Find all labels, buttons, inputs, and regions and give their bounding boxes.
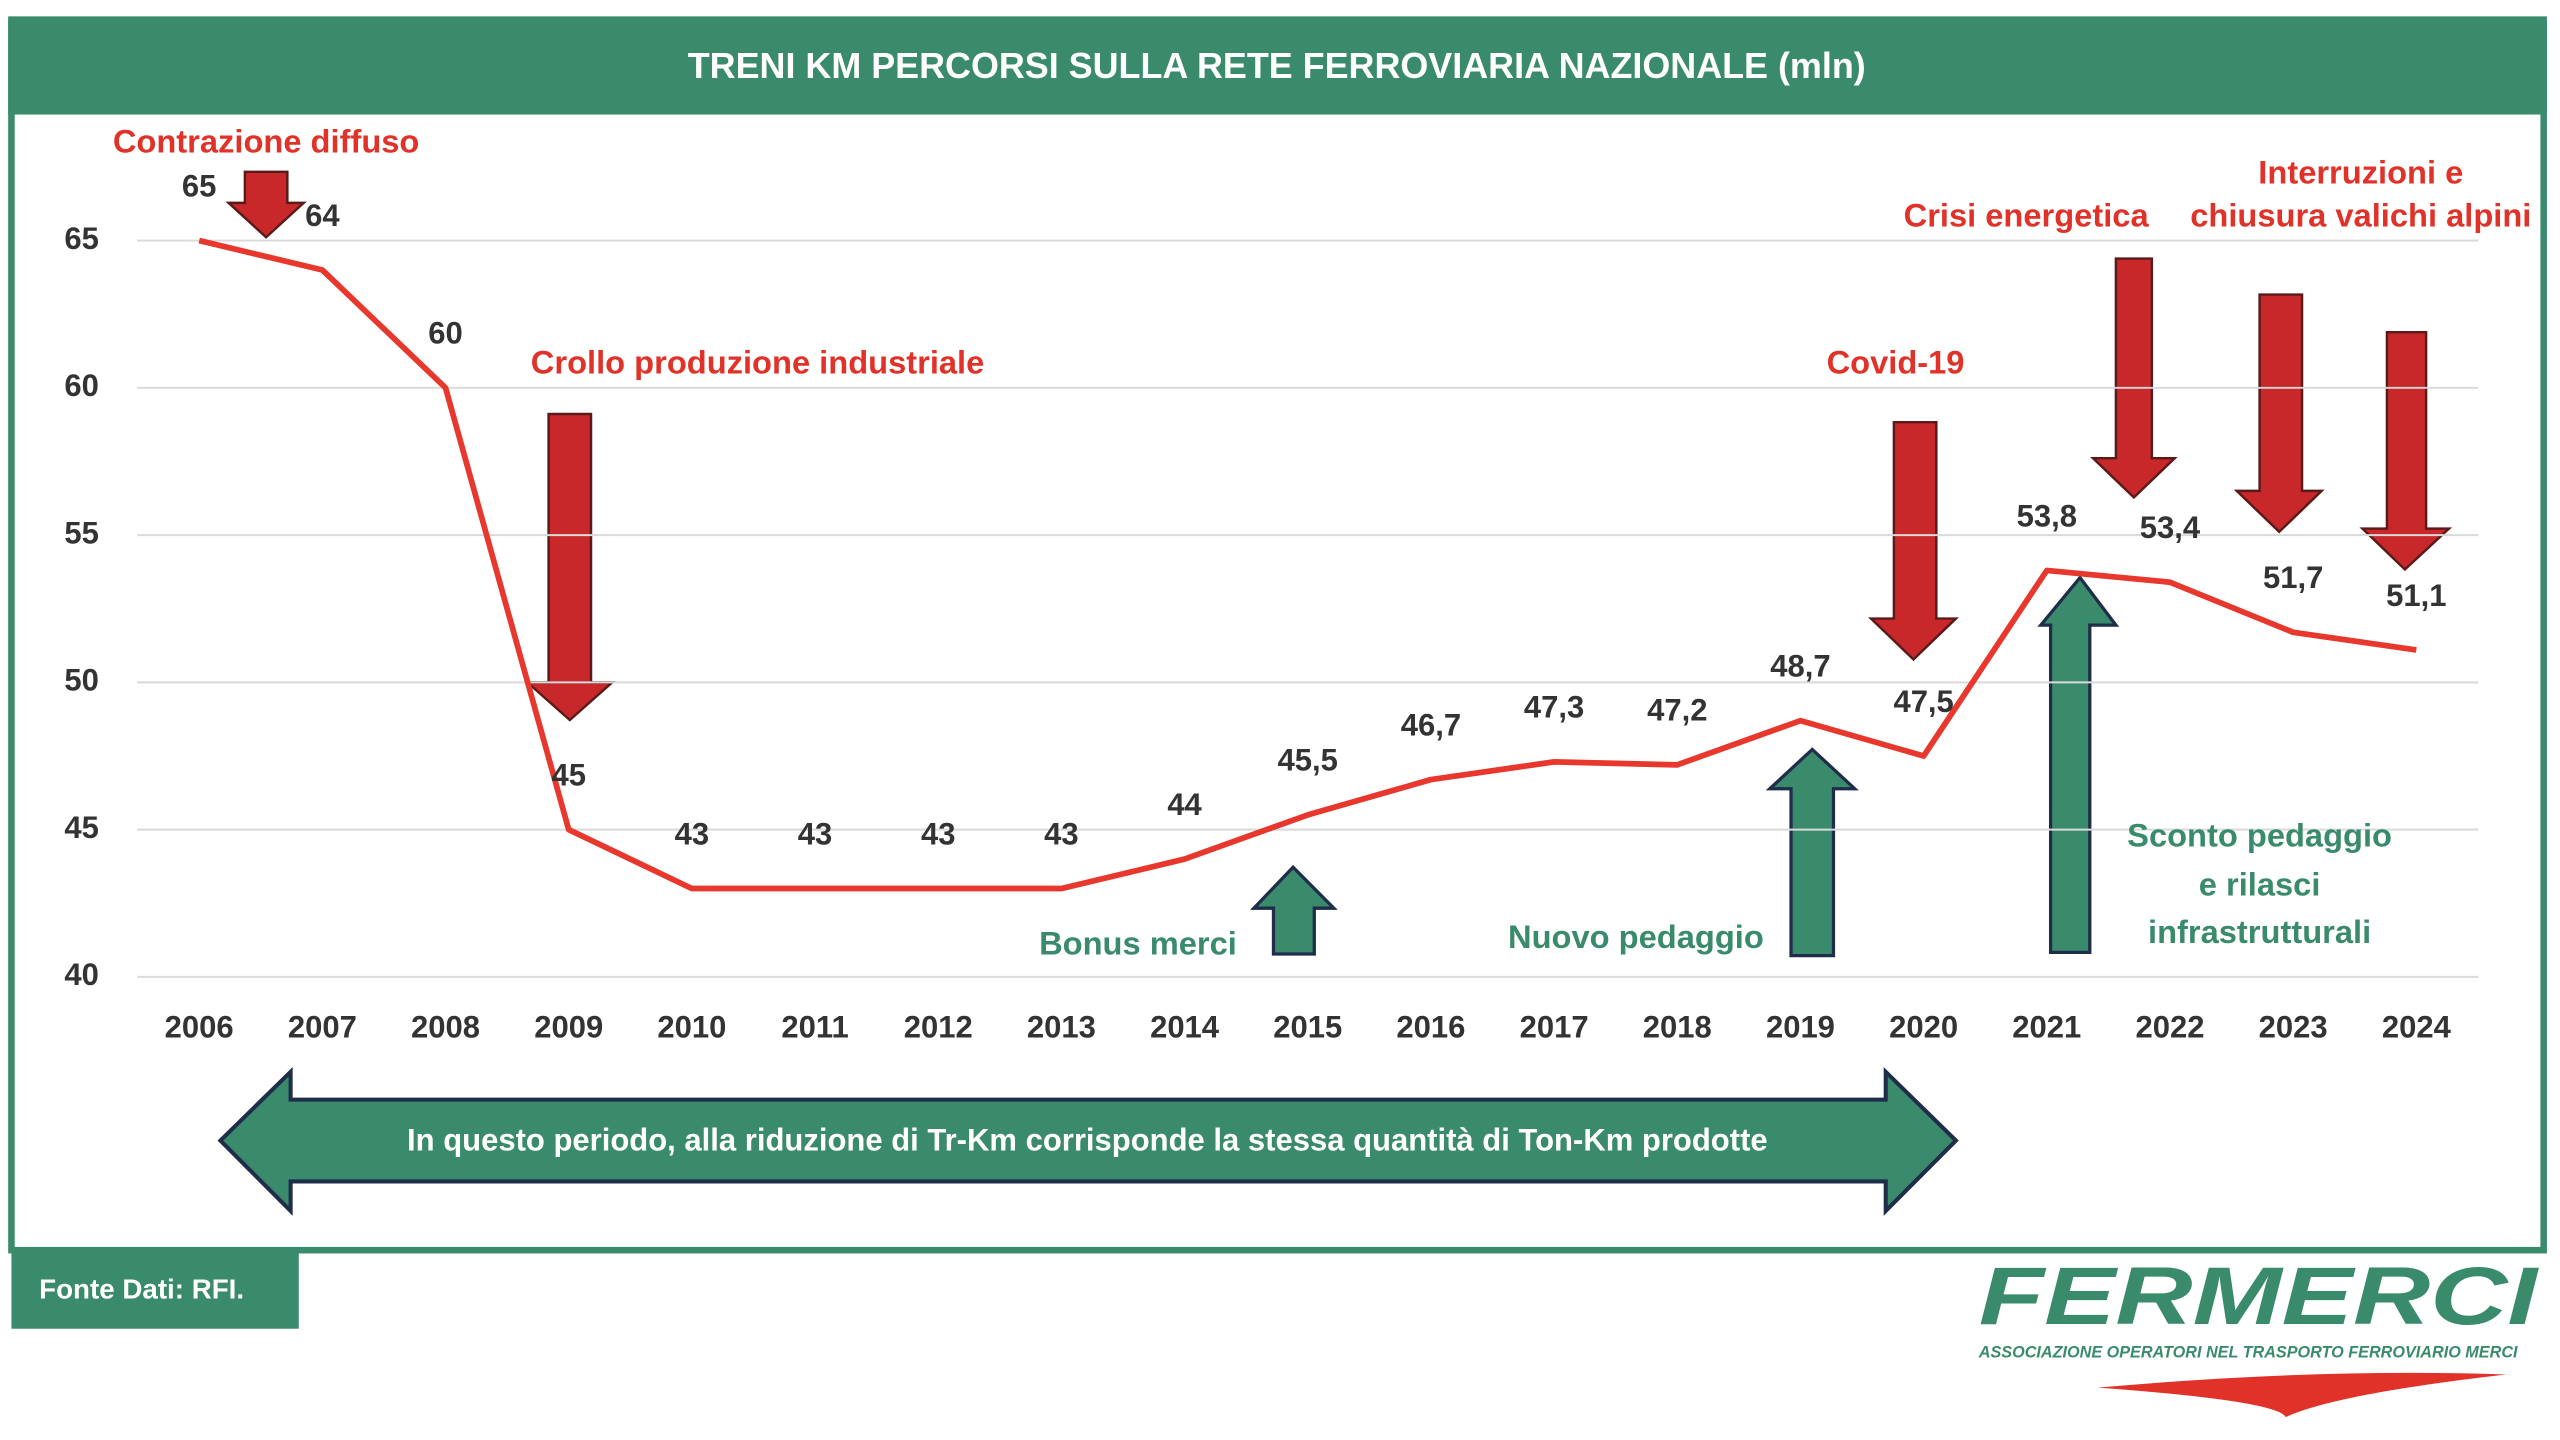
banner-text: In questo periodo, alla riduzione di Tr-… (407, 1122, 1768, 1157)
source: Fonte Dati: RFI. (39, 1273, 244, 1304)
data-label: 53,8 (2017, 498, 2077, 533)
x-tick-label: 2009 (534, 1009, 603, 1044)
y-tick-label: 50 (64, 663, 99, 698)
annotation: Crollo produzione industriale (531, 344, 985, 381)
x-tick-label: 2018 (1643, 1009, 1712, 1044)
x-tick-label: 2024 (2382, 1009, 2452, 1044)
arrow-up (1250, 864, 1338, 956)
annotation-arrows (1250, 575, 2120, 958)
x-tick-label: 2011 (781, 1009, 848, 1044)
annotation: Sconto pedaggio (2127, 816, 2392, 853)
source-box (11, 1251, 299, 1329)
x-tick-label: 2014 (1150, 1009, 1220, 1044)
data-label: 65 (182, 168, 217, 203)
logo-swoosh (2097, 1372, 2507, 1418)
x-tick-label: 2022 (2135, 1009, 2204, 1044)
banner-arrow (217, 1066, 1959, 1216)
data-label: 47,3 (1524, 690, 1584, 725)
annotation: Covid-19 (1827, 344, 1965, 381)
arrow-up (1765, 747, 1859, 958)
data-label: 51,1 (2386, 578, 2446, 613)
data-label: 43 (1044, 816, 1079, 851)
data-label: 45 (551, 757, 586, 792)
logo-tagline: ASSOCIAZIONE OPERATORI NEL TRASPORTO FER… (1978, 1344, 2518, 1362)
arrow-down (2233, 293, 2325, 534)
x-tick-label: 2012 (904, 1009, 973, 1044)
y-tick-label: 55 (64, 515, 99, 550)
x-tick-label: 2016 (1396, 1009, 1465, 1044)
data-label: 45,5 (1278, 743, 1338, 778)
data-label: 64 (305, 198, 340, 233)
x-tick-label: 2015 (1273, 1009, 1342, 1044)
x-tick-label: 2010 (657, 1009, 726, 1044)
x-tick-label: 2013 (1027, 1009, 1096, 1044)
annotation: Contrazione diffuso (113, 123, 420, 160)
data-label: 60 (428, 316, 463, 351)
annotation: chiusura valichi alpini (2190, 196, 2531, 233)
arrow-down (2090, 257, 2178, 500)
frame (8, 16, 2547, 1254)
x-tick-label: 2008 (411, 1009, 480, 1044)
data-label: 47,2 (1647, 693, 1707, 728)
y-tick-label: 45 (64, 810, 99, 845)
x-tick-label: 2017 (1520, 1009, 1589, 1044)
data-label: 53,4 (2140, 510, 2201, 545)
annotation: Crisi energetica (1904, 196, 2150, 233)
arrow-down (1867, 420, 1959, 662)
data-label: 43 (675, 816, 710, 851)
data-label: 51,7 (2263, 560, 2323, 595)
data-label: 43 (798, 816, 833, 851)
annotation: infrastrutturali (2148, 913, 2371, 950)
annotation: Nuovo pedaggio (1508, 918, 1764, 955)
arrow-up (2037, 575, 2120, 955)
arrow-down (225, 170, 307, 239)
annotation: Interruzioni e (2258, 154, 2463, 191)
chart-title: TRENI KM PERCORSI SULLA RETE FERROVIARIA… (688, 45, 1866, 86)
y-tick-label: 65 (64, 221, 99, 256)
x-tick-label: 2020 (1889, 1009, 1958, 1044)
y-tick-label: 40 (64, 957, 99, 992)
data-label: 43 (921, 816, 956, 851)
arrow-down (2359, 330, 2453, 572)
arrow-down (524, 412, 616, 722)
data-label: 46,7 (1401, 707, 1461, 742)
data-label: 44 (1167, 787, 1202, 822)
title-bar (8, 19, 2547, 115)
annotation-arrows (225, 170, 2453, 722)
x-tick-label: 2023 (2259, 1009, 2328, 1044)
x-tick-label: 2021 (2012, 1009, 2081, 1044)
x-tick-label: 2006 (165, 1009, 234, 1044)
x-tick-label: 2019 (1766, 1009, 1835, 1044)
logo-name: FERMERCI (1979, 1251, 2540, 1342)
x-tick-label: 2007 (288, 1009, 357, 1044)
annotation: e rilasci (2199, 866, 2321, 903)
data-label: 47,5 (1893, 684, 1953, 719)
annotation: Bonus merci (1039, 924, 1237, 961)
data-line (198, 237, 2417, 892)
data-label: 48,7 (1770, 648, 1830, 683)
y-tick-label: 60 (64, 368, 99, 403)
